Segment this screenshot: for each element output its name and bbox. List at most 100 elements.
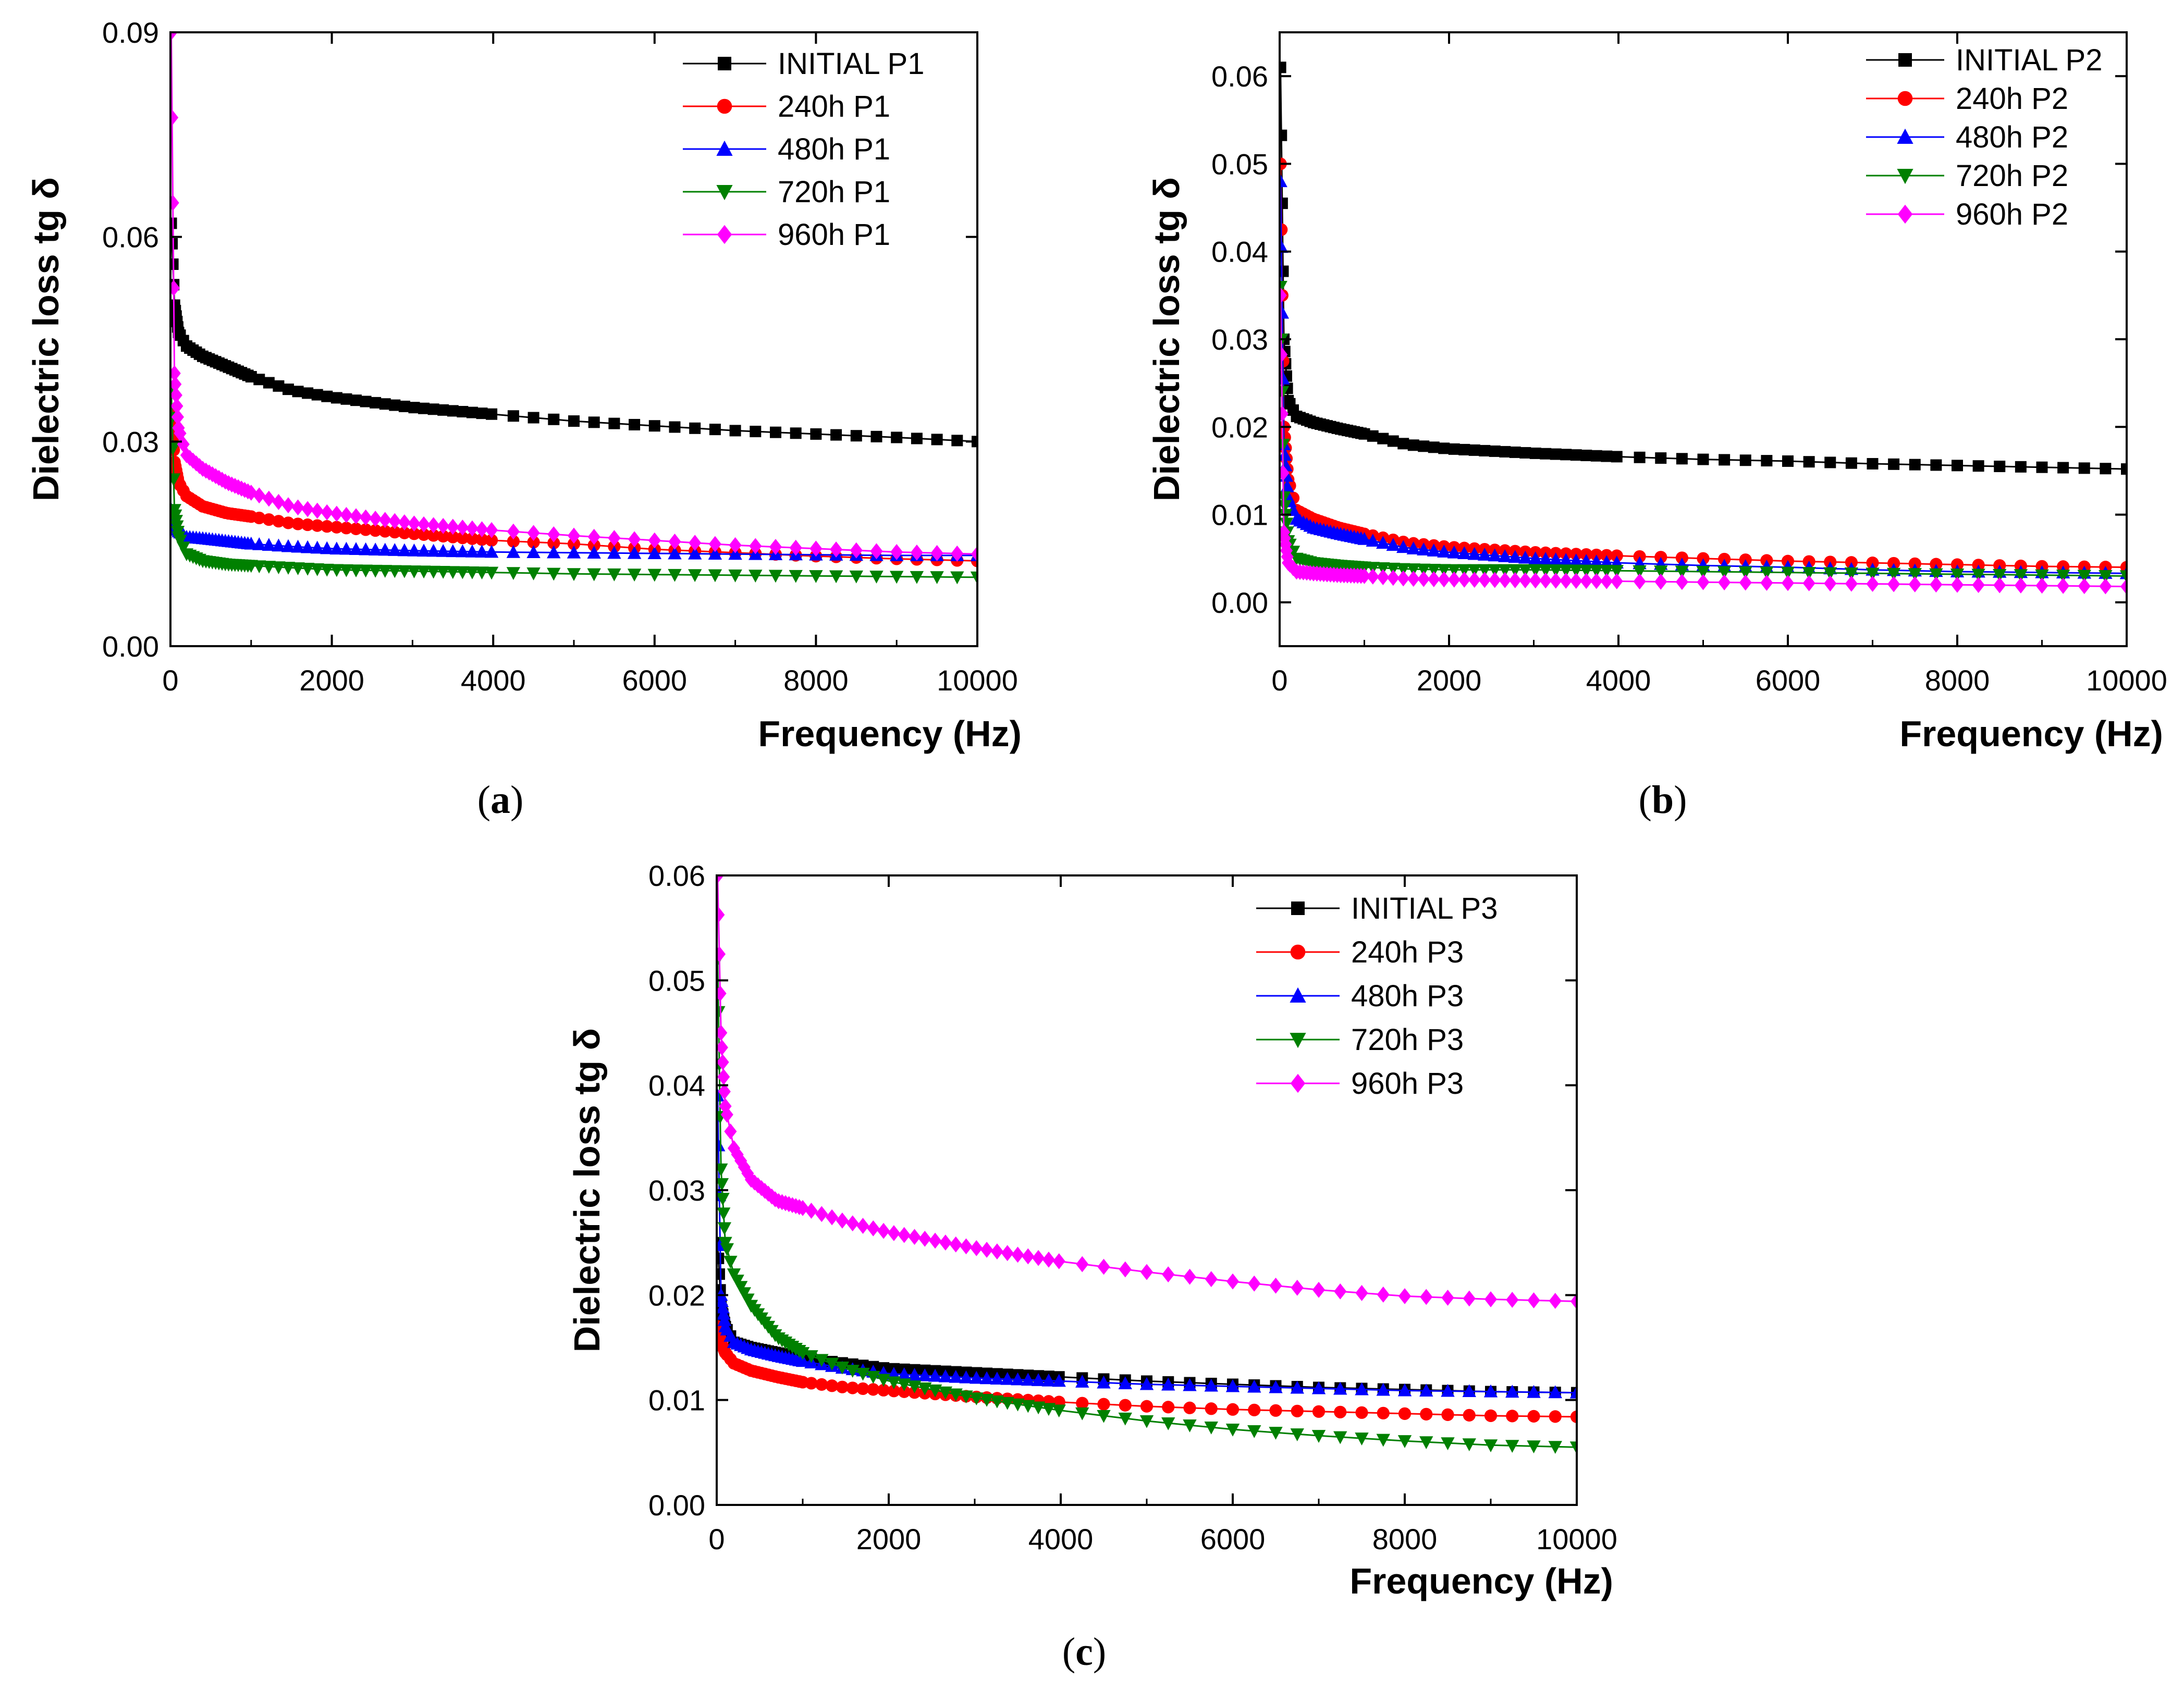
data-point — [1355, 1406, 1368, 1419]
data-point — [1000, 1397, 1014, 1410]
data-point — [1118, 1412, 1132, 1426]
data-point — [378, 512, 391, 528]
data-point — [475, 533, 488, 546]
data-point — [417, 516, 431, 533]
data-point — [1610, 573, 1623, 589]
data-point — [728, 547, 742, 560]
data-point — [720, 1243, 734, 1256]
legend-label: 240h P3 — [1351, 935, 1464, 969]
data-point — [447, 405, 459, 417]
data-point — [1570, 1410, 1577, 1423]
data-point — [1950, 576, 1964, 593]
data-point — [408, 515, 421, 532]
data-point — [717, 1300, 730, 1314]
data-point — [1738, 566, 1752, 579]
data-point — [1468, 444, 1480, 456]
data-point — [407, 544, 421, 557]
legend-marker — [1897, 204, 1913, 224]
data-point — [918, 1368, 932, 1381]
data-point — [795, 1354, 810, 1367]
data-point — [1866, 576, 1879, 592]
data-point — [1441, 1289, 1454, 1306]
data-point — [970, 1370, 984, 1384]
data-point — [456, 566, 470, 579]
data-point — [717, 1252, 725, 1264]
data-point — [1139, 1377, 1154, 1390]
data-point — [1248, 1275, 1261, 1292]
data-point — [1462, 1438, 1476, 1451]
data-point — [1580, 573, 1593, 589]
data-point — [174, 425, 187, 442]
data-point — [970, 571, 977, 585]
data-point — [1539, 572, 1552, 589]
x-tick-label: 4000 — [1028, 1523, 1094, 1555]
data-point — [1022, 1248, 1035, 1265]
data-point — [910, 544, 923, 561]
data-point — [717, 1163, 728, 1177]
x-tick-label: 8000 — [1372, 1523, 1438, 1555]
data-point — [526, 545, 541, 559]
data-point — [1909, 459, 1921, 471]
data-point — [869, 571, 884, 584]
data-point — [668, 569, 682, 582]
data-point — [1280, 129, 1287, 141]
data-point — [330, 505, 343, 522]
data-point — [846, 1381, 859, 1394]
data-point — [291, 499, 304, 516]
x-tick-label: 2000 — [299, 664, 364, 697]
data-point — [446, 530, 459, 544]
data-point — [330, 392, 342, 404]
data-point — [804, 1350, 818, 1363]
data-point — [1139, 1415, 1154, 1428]
data-point — [1463, 1290, 1476, 1307]
data-point — [689, 422, 701, 434]
y-tick-label: 0.03 — [1211, 323, 1268, 356]
data-point — [1427, 563, 1441, 577]
data-point — [329, 541, 344, 555]
data-point — [252, 560, 266, 574]
data-point — [1569, 1441, 1577, 1455]
legend-marker — [718, 57, 731, 70]
data-point — [1888, 458, 1900, 470]
data-point — [910, 571, 924, 584]
data-point — [1183, 1419, 1197, 1432]
data-point — [1527, 1440, 1541, 1454]
data-point — [388, 543, 402, 556]
data-point — [1140, 1400, 1154, 1413]
data-point — [437, 529, 450, 543]
data-point — [1280, 465, 1290, 481]
data-point — [898, 1385, 911, 1398]
data-point — [876, 1374, 891, 1387]
data-point — [719, 1098, 732, 1115]
data-point — [939, 1234, 952, 1251]
data-point — [708, 569, 722, 583]
legend-item: INITIAL P3 — [1256, 892, 1498, 925]
data-point — [1560, 573, 1573, 589]
data-point — [1280, 305, 1290, 319]
data-point — [1417, 542, 1431, 555]
data-point — [1333, 1431, 1347, 1444]
data-point — [1569, 564, 1583, 578]
data-point — [1448, 443, 1460, 455]
data-point — [627, 546, 642, 559]
data-point — [1427, 571, 1440, 587]
data-point — [176, 541, 190, 554]
data-point — [1600, 573, 1613, 589]
data-point — [1226, 1403, 1240, 1416]
data-point — [1559, 564, 1573, 577]
x-tick-label: 2000 — [856, 1523, 922, 1555]
data-point — [170, 376, 182, 392]
data-point — [320, 563, 334, 577]
data-point — [928, 1368, 942, 1382]
series-group — [1280, 61, 2127, 595]
data-point — [1845, 575, 1858, 592]
series-720h-p2 — [1280, 281, 2127, 584]
data-point — [1097, 1258, 1110, 1275]
data-point — [1376, 536, 1390, 549]
data-point — [388, 513, 401, 529]
data-point — [950, 571, 964, 585]
data-point — [1076, 1256, 1089, 1273]
data-point — [262, 513, 275, 526]
data-point — [1457, 564, 1471, 577]
